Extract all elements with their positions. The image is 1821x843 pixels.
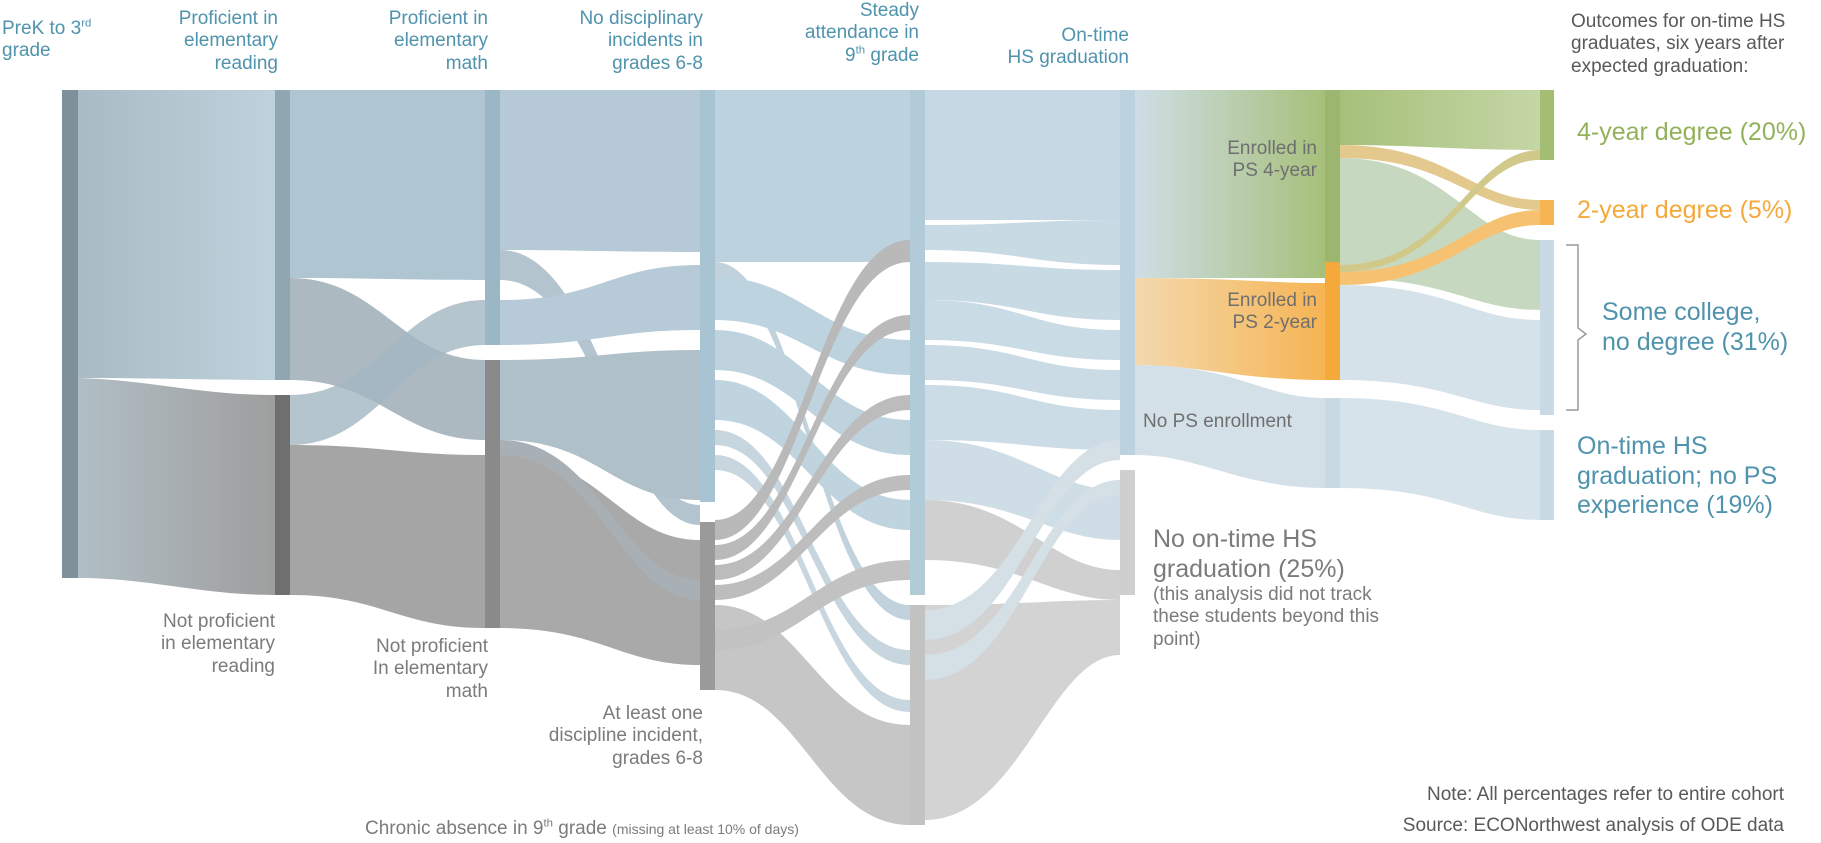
flow-ps4-to-4yr [1340, 90, 1540, 150]
some-college-bracket [1566, 244, 1588, 411]
node-nops [1325, 398, 1340, 488]
node-ps2 [1325, 262, 1340, 380]
flow-disc-some-to-att [715, 240, 910, 540]
flow-math-prof-to-disc-some [500, 250, 700, 525]
flow-ps4-to-2yr [1340, 145, 1540, 210]
label-not-proficient-math: Not proficient In elementary math [372, 636, 488, 702]
flow-att-band5 [925, 385, 1120, 450]
outcome-2-year-degree: 2-year degree (5%) [1577, 196, 1793, 224]
flow-chronic-band2 [925, 480, 1120, 680]
flow-disc-none-to-att [715, 90, 910, 262]
header-prek: PreK to 3rd grade [2, 17, 92, 62]
node-math-proficient [485, 90, 500, 345]
flow-disc-some-chronic [715, 605, 910, 825]
label-enrolled-ps2: Enrolled in PS 2-year [1227, 290, 1317, 334]
node-out-2yr [1540, 200, 1554, 225]
node-prek [62, 90, 78, 578]
header-outcomes: Outcomes for on-time HS graduates, six y… [1571, 11, 1786, 77]
node-reading-not-proficient [275, 395, 290, 595]
node-att-chronic [910, 605, 925, 825]
flow-read-notprof-to-math-notprof [290, 445, 485, 628]
flow-math-prof-band2 [500, 265, 700, 345]
node-disc-some [700, 522, 715, 690]
flow-ps2-to-2yr [1340, 210, 1540, 285]
flow-disc-some-band2 [715, 315, 910, 560]
node-reading-proficient [275, 90, 290, 380]
header-reading: Proficient in elementary reading [178, 8, 278, 74]
node-grad-no [1120, 470, 1135, 595]
flow-disc-some-band3 [715, 395, 910, 580]
flow-read-notprof-to-math-prof [290, 300, 485, 445]
footer-source: Source: ECONorthwest analysis of ODE dat… [1402, 815, 1784, 836]
label-no-ontime-grad: No on-time HS graduation (25%) (this ana… [1153, 525, 1380, 650]
header-graduation: On-time HS graduation [1007, 25, 1129, 69]
outcome-no-ps-experience: On-time HS graduation; no PS experience … [1577, 432, 1778, 519]
node-att-steady [910, 90, 925, 595]
flow-att-band4 [925, 345, 1120, 400]
outcome-some-college: Some college, no degree (31%) [1602, 298, 1789, 356]
flow-disc-some-band4 [715, 475, 910, 600]
label-not-proficient-reading: Not proficient in elementary reading [160, 611, 275, 677]
footer-note: Note: All percentages refer to entire co… [1427, 784, 1784, 805]
flow-ps2-to-some [1340, 285, 1540, 410]
flow-disc-none-to-chronic-a [715, 262, 910, 620]
flow-math-prof-to-disc-none [500, 90, 700, 252]
flow-disc-none-band5 [715, 430, 910, 665]
flow-att-to-grad-main [925, 90, 1120, 220]
flow-read-prof-to-math-prof [290, 90, 485, 280]
flow-nops-to-nops [1340, 398, 1540, 520]
flow-chronic-to-grad [925, 440, 1120, 640]
header-discipline: No disciplinary incidents in grades 6-8 [579, 8, 703, 74]
node-math-not-proficient [485, 360, 500, 628]
node-out-4yr [1540, 90, 1554, 160]
label-enrolled-ps4: Enrolled in PS 4-year [1227, 138, 1317, 182]
label-chronic-absence: Chronic absence in 9th grade (missing at… [365, 817, 799, 839]
label-no-ps-enrollment: No PS enrollment [1143, 411, 1292, 432]
outcome-4-year-degree: 4-year degree (20%) [1577, 118, 1807, 146]
flow-att-band1 [925, 220, 1120, 265]
flow-math-notprof-band3 [500, 440, 700, 600]
node-ps4 [1325, 90, 1340, 278]
flow-math-notprof-to-disc-some [500, 455, 700, 665]
flow-ps2-to-4yr [1340, 150, 1540, 272]
flow-math-notprof-to-disc-none [500, 350, 700, 500]
node-disc-none [700, 90, 715, 502]
label-discipline-incident: At least one discipline incident, grades… [548, 703, 703, 769]
header-attendance: Steady attendance in 9th grade [804, 0, 919, 66]
flow-grad-to-nops [1135, 365, 1325, 488]
node-grad-ontime [1120, 90, 1135, 455]
flow-att-band2 [925, 262, 1120, 320]
flow-grad-to-ps4 [1135, 90, 1325, 278]
flow-att-band3 [925, 300, 1120, 360]
flow-grad-to-ps2 [1135, 278, 1325, 380]
flow-prek-to-not-proficient-reading [78, 378, 275, 595]
flow-prek-to-proficient-reading [78, 90, 275, 380]
flow-disc-some-band6 [715, 560, 910, 650]
node-out-nops [1540, 430, 1554, 520]
flow-disc-none-band6 [715, 455, 910, 712]
node-out-some [1540, 240, 1554, 415]
header-math: Proficient in elementary math [388, 8, 488, 74]
